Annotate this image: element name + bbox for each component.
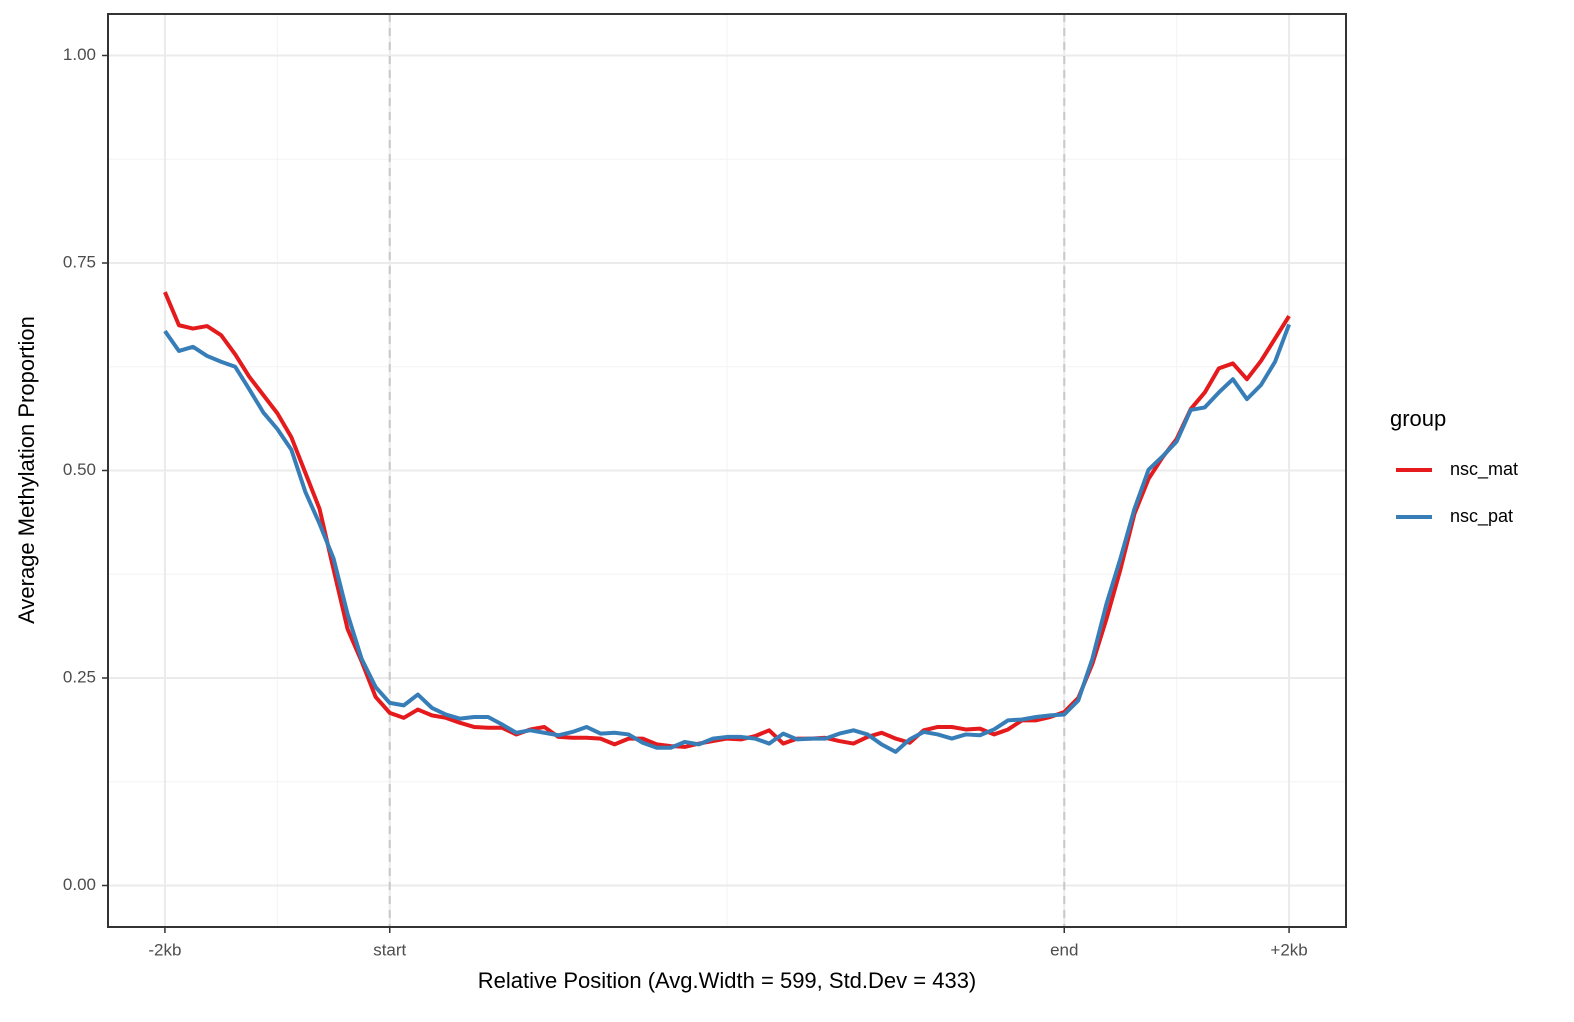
y-axis-title: Average Methylation Proportion — [14, 316, 39, 624]
y-tick-label: 1.00 — [63, 45, 96, 64]
x-tick-label: start — [373, 940, 406, 959]
data-line — [163, 323, 1291, 754]
x-axis-title: Relative Position (Avg.Width = 599, Std.… — [478, 968, 977, 993]
y-tick-label: 0.25 — [63, 667, 96, 686]
y-tick-label: 0.75 — [63, 252, 96, 271]
x-tick-label: end — [1050, 940, 1078, 959]
legend-title: group — [1390, 406, 1446, 431]
x-tick-label: -2kb — [148, 940, 181, 959]
x-tick-label: +2kb — [1270, 940, 1307, 959]
legend-label: nsc_mat — [1450, 459, 1518, 480]
panel-border — [107, 13, 1347, 928]
y-tick-label: 0.50 — [63, 460, 96, 479]
y-tick-label: 0.00 — [63, 875, 96, 894]
legend-label: nsc_pat — [1450, 506, 1513, 527]
